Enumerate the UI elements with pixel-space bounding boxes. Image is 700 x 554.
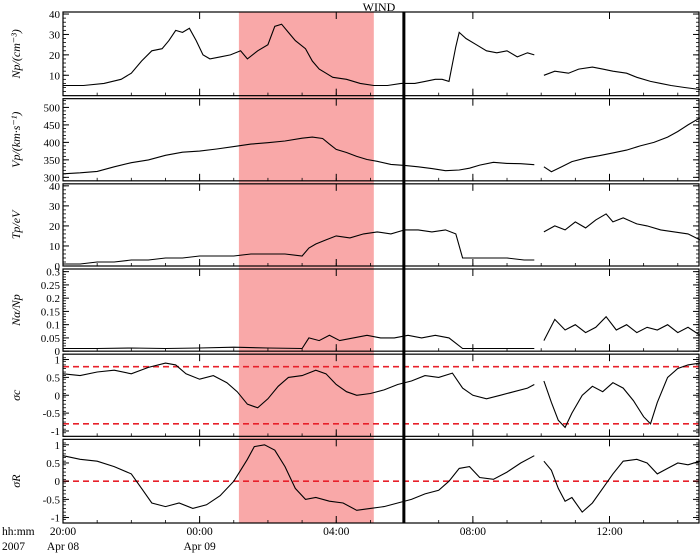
series-line-3a <box>63 229 535 265</box>
y-tick-label: 0.5 <box>46 458 60 470</box>
plot-title: WIND <box>363 0 396 14</box>
y-tick-label: 10 <box>49 241 61 253</box>
y-tick-label: 0 <box>55 261 61 273</box>
y-tick-label: 0.05 <box>41 333 61 345</box>
y-tick-label: -0.5 <box>43 408 61 420</box>
y-axis-label-2: Vp/(km·s⁻¹) <box>9 112 23 168</box>
x-tick-label: 12:00 <box>596 526 622 538</box>
series-line-1b <box>543 66 700 91</box>
x-tick-label: 20:00 <box>50 526 76 538</box>
x-axis-labels: hh:mm 2007 20:00 Apr 08 00:00 Apr 09 04:00 08… <box>2 526 623 553</box>
x-tick-sublabel: Apr 08 <box>47 541 80 553</box>
series-line-4b <box>543 315 700 341</box>
y-tick-label: 0.3 <box>46 267 60 279</box>
y-tick-label: 1 <box>55 440 61 452</box>
y-tick-label: 40 <box>49 9 61 21</box>
panel-1: 10 20 30 40 Np/(cm⁻³) <box>9 9 700 97</box>
plot-shade-layer <box>238 12 374 523</box>
panel-frame-3 <box>62 183 700 267</box>
x-tick-label: 04:00 <box>323 526 349 538</box>
series-line-5a <box>62 362 535 409</box>
y-tick-label: 40 <box>49 181 61 193</box>
y-tick-label: 0.15 <box>41 306 61 318</box>
y-tick-label: 30 <box>49 29 61 41</box>
panel-6: -1 -0.5 0 0.5 1 σR <box>9 438 700 525</box>
y-tick-label: 0.5 <box>46 372 60 384</box>
panel-4: 00.050.1 0.150.20.250.3 Nα/Np <box>9 267 700 358</box>
y-tick-label: 350 <box>44 155 61 167</box>
y-tick-label: 20 <box>49 221 61 233</box>
series-line-2b <box>543 117 700 173</box>
shaded-interval <box>238 12 374 523</box>
y-axis-label-3: Tp/eV <box>9 209 23 239</box>
time-format-label: hh:mm <box>2 526 35 538</box>
y-tick-label: 0.2 <box>46 293 60 305</box>
chart-title: WIND <box>363 0 396 14</box>
y-tick-label: -1 <box>51 513 60 525</box>
panel-frame-1 <box>62 11 700 97</box>
y-tick-label: 20 <box>49 50 61 62</box>
panel-5: -1 -0.5 0 0.5 1 σc <box>9 353 700 438</box>
y-tick-label: 450 <box>44 120 61 132</box>
panel-3: 0 10 20 30 40 Tp/eV <box>9 181 700 273</box>
y-tick-label: 0 <box>55 390 61 402</box>
y-tick-label: 0 <box>55 476 61 488</box>
plot-panels: 10203040Np/(cm⁻³)300350400450500Vp/(km·s… <box>9 9 700 525</box>
y-tick-label: 0 <box>55 346 61 358</box>
y-tick-label: 400 <box>44 137 61 149</box>
y-tick-label: 30 <box>49 201 61 213</box>
panel-frame-4 <box>62 268 700 352</box>
series-line-6b <box>543 458 700 513</box>
panel-frame-2 <box>62 98 700 182</box>
x-tick-label: 08:00 <box>460 526 486 538</box>
series-line-3b <box>543 213 700 241</box>
y-axis-label-1: Np/(cm⁻³) <box>9 29 23 79</box>
series-line-2a <box>62 136 535 175</box>
series-line-1a <box>63 23 535 87</box>
y-tick-label: -1 <box>51 426 60 438</box>
series-line-5b <box>543 362 700 429</box>
y-tick-label: 0.25 <box>41 280 61 292</box>
y-tick-label: 500 <box>44 102 61 114</box>
y-axis-label-5: σc <box>9 389 23 401</box>
year-label: 2007 <box>2 541 25 553</box>
y-tick-label: 1 <box>55 355 61 367</box>
y-tick-label: 10 <box>49 70 61 82</box>
series-line-6a <box>62 444 535 511</box>
y-axis-label-4: Nα/Np <box>9 294 23 327</box>
x-tick-sublabel: Apr 09 <box>183 541 216 553</box>
y-tick-label: 0.1 <box>46 320 60 332</box>
y-axis-label-6: σR <box>9 474 23 488</box>
y-tick-label: 300 <box>44 172 61 184</box>
panel-2: 300 350 400 450 500 Vp/(km·s⁻¹) <box>9 98 700 184</box>
y-tick-label: -0.5 <box>43 494 61 506</box>
x-tick-label: 00:00 <box>187 526 213 538</box>
